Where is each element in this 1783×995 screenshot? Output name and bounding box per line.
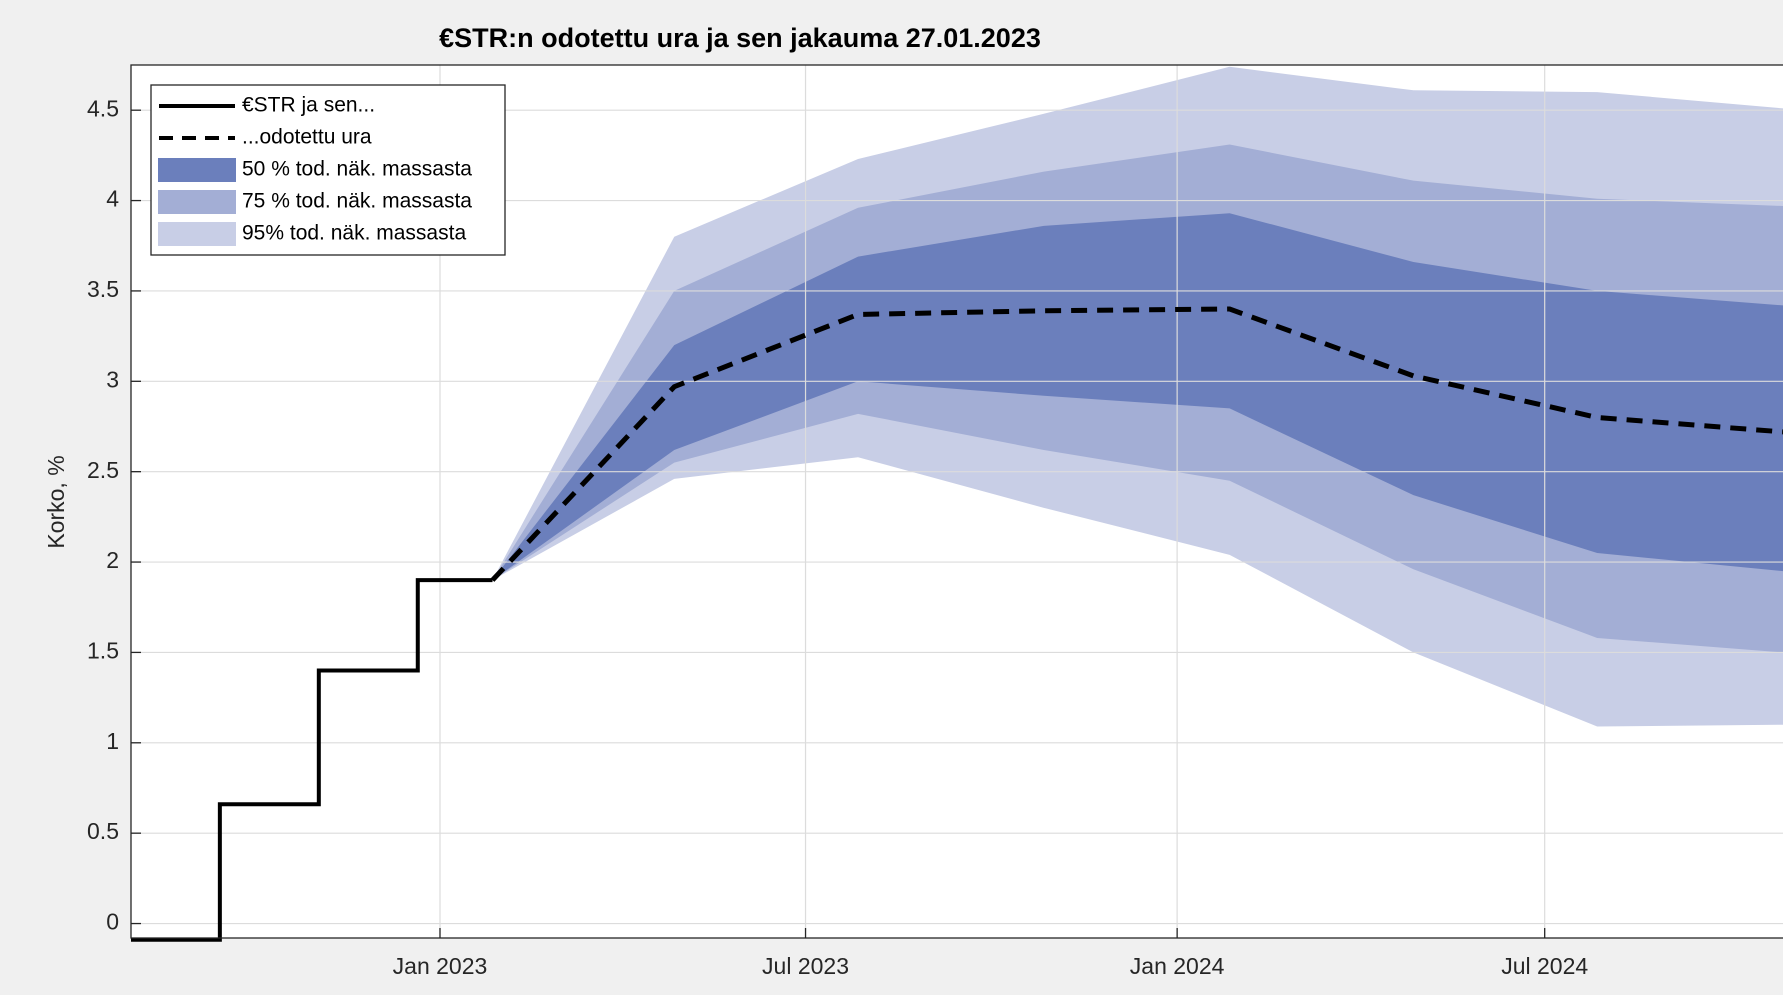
legend-label: 50 % tod. näk. massasta	[242, 158, 472, 181]
y-tick-label: 2.5	[87, 457, 119, 483]
legend-label: €STR ja sen...	[242, 94, 375, 117]
y-tick-label: 0.5	[87, 818, 119, 844]
legend-swatch	[158, 190, 236, 214]
y-tick-label: 1.5	[87, 638, 119, 664]
y-tick-label: 4.5	[87, 95, 119, 121]
legend-swatch	[158, 158, 236, 182]
forecast-line	[490, 306, 1783, 582]
legend-label: 95% tod. näk. massasta	[242, 222, 466, 245]
y-tick-label: 3.5	[87, 276, 119, 302]
legend-label: 75 % tod. näk. massasta	[242, 190, 472, 213]
legend: €STR ja sen... ...odotettu ura 50 % tod. n…	[150, 84, 506, 256]
band-area	[492, 213, 1783, 581]
x-tick-label: Jan 2024	[1130, 953, 1225, 979]
history-line	[131, 578, 493, 942]
y-tick-label: 0	[106, 909, 119, 935]
y-tick-label: 2	[106, 547, 119, 573]
lines	[131, 306, 1783, 942]
plot-frame	[130, 64, 1783, 939]
legend-swatch	[158, 222, 236, 246]
y-tick-label: 1	[106, 728, 119, 754]
chart-title: €STR:n odotettu ura ja sen jakauma 27.01…	[439, 23, 1041, 53]
x-tick-label: Jul 2024	[1501, 953, 1588, 979]
y-tick-label: 4	[106, 186, 119, 212]
y-tick-label: 3	[106, 366, 119, 392]
y-axis-label: Korko, %	[43, 455, 69, 548]
x-tick-label: Jan 2023	[393, 953, 488, 979]
x-tick-label: Jul 2023	[762, 953, 849, 979]
legend-label: ...odotettu ura	[242, 126, 372, 149]
